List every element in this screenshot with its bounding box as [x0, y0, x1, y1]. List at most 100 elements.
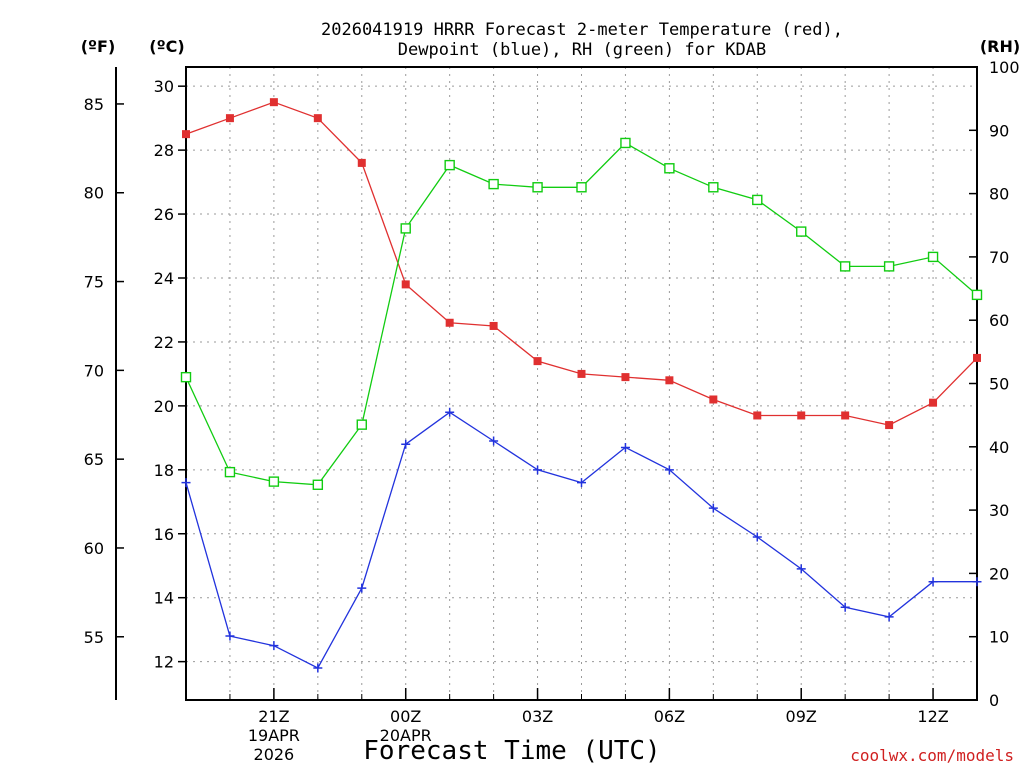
rh-point: [708, 182, 719, 193]
celsius-tick-label: 28: [154, 141, 174, 160]
x-tick-year-label: 2026: [254, 745, 295, 764]
dewpoint-point: [972, 577, 982, 587]
rh-point: [796, 226, 807, 237]
temperature-point: [973, 353, 981, 362]
temperature-point: [665, 376, 674, 385]
celsius-tick-label: 22: [154, 333, 174, 352]
dewpoint-point: [752, 532, 762, 542]
rh-axis-label: (RH): [980, 37, 1020, 56]
rh-tick-label: 100: [989, 58, 1020, 77]
dewpoint-point: [577, 478, 586, 488]
celsius-tick-label: 12: [154, 653, 174, 672]
celsius-axis-label: (ºC): [149, 37, 184, 56]
tick-labels-layer: 12 14 16 18 20 22 24 26 28 30 55 60 65 70 75 80 85 0 10 20 3…: [84, 58, 1020, 764]
rh-point: [224, 466, 236, 478]
x-tick-label: 03Z: [522, 707, 553, 726]
dewpoint-point: [708, 503, 718, 513]
celsius-tick-label: 18: [154, 461, 174, 480]
temperature-point: [885, 421, 894, 430]
temperature-point: [753, 411, 762, 420]
dewpoint-point: [181, 478, 191, 488]
celsius-tick-label: 16: [154, 525, 174, 544]
dewpoint-point: [884, 612, 894, 622]
rh-point: [752, 194, 763, 206]
series-layer: [180, 98, 983, 673]
celsius-tick-label: 26: [154, 205, 174, 224]
rh-point: [488, 178, 499, 190]
dewpoint-point: [796, 564, 806, 574]
temperature-point: [489, 321, 498, 330]
rh-point: [927, 251, 939, 263]
rh-point: [532, 182, 543, 193]
grid-layer: [186, 67, 977, 700]
chart-title-line1: 2026041919 HRRR Forecast 2-meter Tempera…: [321, 20, 843, 40]
dewpoint-point: [664, 465, 674, 475]
rh-point: [180, 371, 192, 383]
rh-tick-label: 20: [989, 564, 1009, 583]
temperature-point: [357, 158, 366, 167]
rh-tick-label: 90: [989, 121, 1009, 140]
dewpoint-point: [928, 577, 938, 587]
celsius-tick-label: 24: [154, 269, 174, 288]
rh-tick-label: 70: [989, 248, 1009, 267]
temperature-point: [225, 114, 234, 123]
temperature-point: [709, 395, 718, 404]
fahrenheit-tick-label: 85: [84, 95, 104, 114]
dewpoint-point: [445, 407, 455, 417]
rh-tick-label: 40: [989, 438, 1009, 457]
x-tick-label: 12Z: [917, 707, 948, 726]
chart-title-line2: Dewpoint (blue), RH (green) for KDAB: [398, 40, 766, 60]
rh-tick-label: 50: [989, 375, 1009, 394]
dewpoint-point: [313, 663, 323, 673]
x-tick-date-label: 19APR: [248, 726, 300, 745]
rh-point: [444, 159, 455, 171]
rh-point: [268, 476, 280, 487]
rh-point: [620, 137, 631, 149]
rh-tick-label: 30: [989, 501, 1009, 520]
dewpoint-point: [489, 436, 499, 446]
rh-point: [664, 163, 675, 174]
dewpoint-point: [533, 465, 543, 475]
rh-point: [971, 289, 983, 301]
rh-point: [356, 419, 367, 430]
rh-tick-label: 60: [989, 311, 1009, 330]
dewpoint-point: [269, 641, 279, 651]
temperature-point: [841, 411, 850, 420]
axes-layer: [115, 66, 978, 701]
temperature-point: [313, 114, 322, 123]
temperature-point: [401, 280, 410, 289]
x-axis-title: Forecast Time (UTC): [363, 736, 660, 766]
site-credit: coolwx.com/models: [850, 746, 1014, 765]
temperature-point: [797, 411, 806, 420]
temperature-point: [621, 373, 630, 382]
celsius-tick-label: 14: [154, 589, 174, 608]
dewpoint-point: [620, 442, 630, 452]
rh-point: [576, 182, 587, 193]
fahrenheit-tick-label: 65: [84, 450, 104, 469]
fahrenheit-tick-label: 70: [84, 361, 104, 380]
dewpoint-point: [401, 439, 411, 449]
rh-tick-label: 80: [989, 185, 1009, 204]
rh-point: [883, 261, 895, 272]
celsius-tick-label: 20: [154, 397, 174, 416]
x-tick-label: 06Z: [654, 707, 685, 726]
dewpoint-point: [357, 583, 367, 593]
x-tick-date-label: 20APR: [380, 726, 432, 745]
rh-point: [312, 479, 324, 490]
rh-tick-label: 10: [989, 628, 1009, 647]
fahrenheit-tick-label: 60: [84, 539, 104, 558]
temperature-point: [929, 398, 938, 407]
dewpoint-point: [840, 602, 850, 612]
dewpoint-point: [225, 631, 235, 641]
rh-point: [400, 223, 411, 234]
fahrenheit-tick-label: 75: [84, 273, 104, 292]
x-tick-label: 09Z: [786, 707, 817, 726]
temperature-point: [577, 369, 586, 378]
fahrenheit-tick-label: 55: [84, 628, 104, 647]
rh-tick-label: 0: [989, 691, 999, 710]
fahrenheit-tick-label: 80: [84, 184, 104, 203]
temperature-point: [445, 318, 454, 327]
temperature-point: [269, 98, 278, 107]
x-tick-label: 00Z: [390, 707, 421, 726]
